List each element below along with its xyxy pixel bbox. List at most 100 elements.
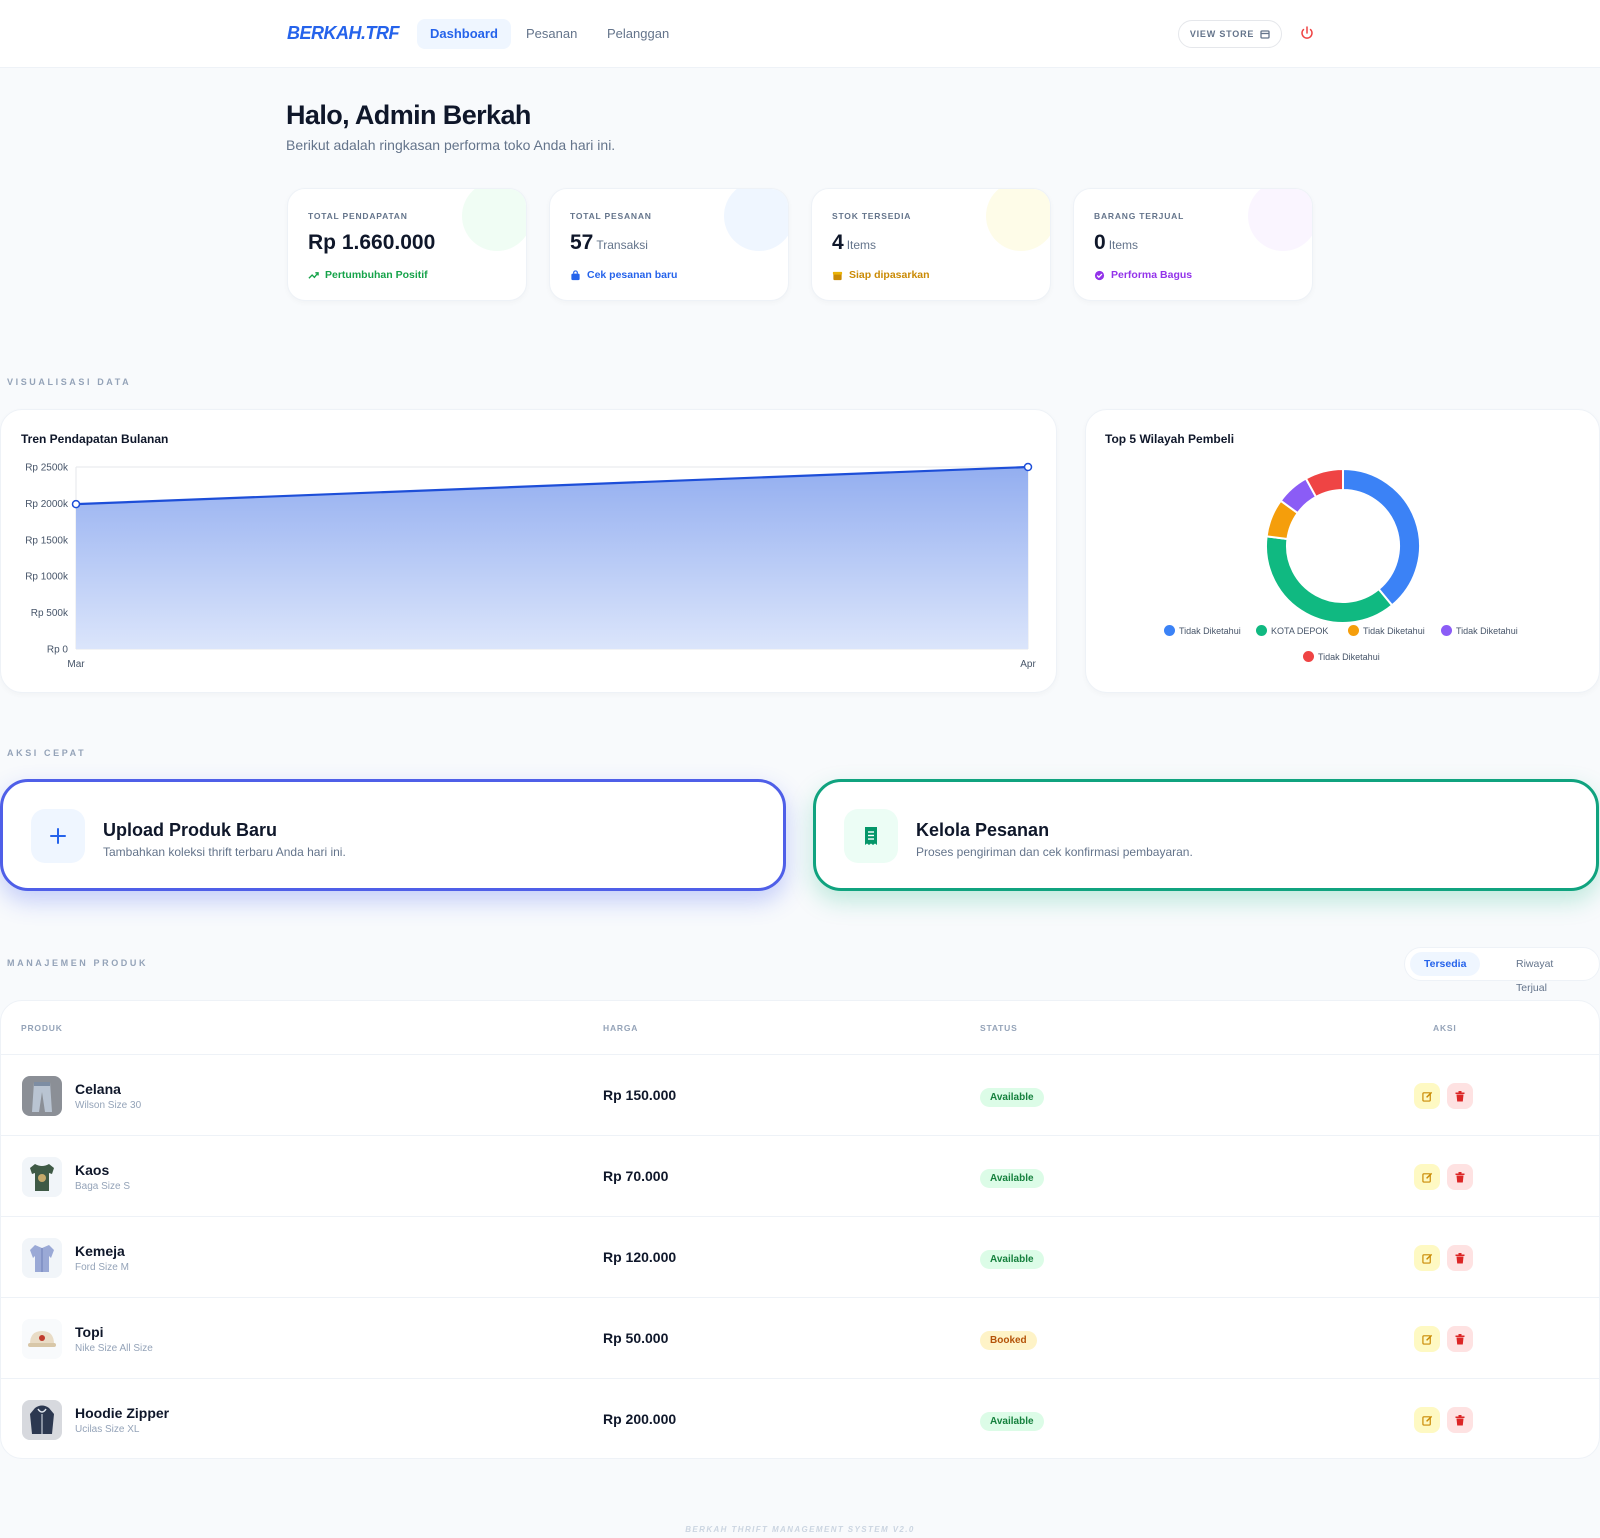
- product-description: Nike Size All Size: [75, 1343, 153, 1354]
- action-description: Tambahkan koleksi thrift terbaru Anda ha…: [103, 845, 346, 859]
- receipt-icon-wrap: [844, 809, 898, 863]
- delete-button[interactable]: [1447, 1083, 1473, 1109]
- table-row: Hoodie Zipper Ucilas Size XL Rp 200.000 Ava…: [1, 1379, 1599, 1458]
- stat-label: TOTAL PESANAN: [570, 211, 652, 221]
- decorative-blob: [1248, 189, 1312, 251]
- stat-value: Rp 1.660.000: [308, 231, 436, 254]
- product-thumbnail: [22, 1157, 62, 1197]
- revenue-area-chart: Rp 2500k Rp 2000k Rp 1500k Rp 1000k Rp 500k R…: [25, 462, 1036, 671]
- decorative-blob: [462, 189, 526, 251]
- stat-value: 4 Items: [832, 231, 877, 254]
- page-subtitle: Berikut adalah ringkasan performa toko A…: [286, 137, 616, 153]
- data-point[interactable]: [71, 499, 81, 509]
- trash-icon: [1455, 1414, 1465, 1425]
- status-badge: Available: [980, 1412, 1044, 1431]
- product-name: Celana: [75, 1081, 121, 1097]
- legend-swatch: [1348, 625, 1359, 636]
- product-description: Baga Size S: [75, 1181, 131, 1192]
- x-tick-label: Apr: [1020, 659, 1036, 670]
- edit-button[interactable]: [1414, 1326, 1440, 1352]
- edit-button[interactable]: [1414, 1407, 1440, 1433]
- x-tick-label: Mar: [67, 659, 85, 670]
- donut-slice[interactable]: [1342, 467, 1421, 607]
- manage-orders-card[interactable]: Kelola Pesanan Proses pengiriman dan cek…: [813, 779, 1599, 891]
- legend-item[interactable]: Tidak Diketahui: [1441, 625, 1518, 636]
- product-price: Rp 200.000: [603, 1411, 677, 1427]
- delete-button[interactable]: [1447, 1326, 1473, 1352]
- product-tab-switcher: Tersedia Riwayat Terjual: [1404, 947, 1600, 994]
- stat-card-revenue: TOTAL PENDAPATAN Rp 1.660.000 Pertumbuha…: [287, 188, 527, 301]
- check-circle-icon: [1094, 270, 1105, 280]
- legend-swatch: [1303, 651, 1314, 662]
- section-label-products: MANAJEMEN PRODUK: [7, 958, 149, 968]
- stat-label: BARANG TERJUAL: [1094, 211, 1185, 221]
- section-label-visualization: VISUALISASI DATA: [7, 377, 132, 387]
- view-store-button[interactable]: VIEW STORE: [1178, 20, 1282, 48]
- stat-footer: Pertumbuhan Positif: [308, 269, 428, 281]
- y-tick-label: Rp 0: [47, 645, 69, 656]
- y-tick-label: Rp 1000k: [25, 572, 69, 583]
- logout-power-icon[interactable]: [1298, 24, 1316, 42]
- status-badge: Available: [980, 1088, 1044, 1107]
- product-thumbnail: [22, 1319, 62, 1359]
- edit-icon: [1421, 1172, 1432, 1183]
- legend-label: Tidak Diketahui: [1318, 651, 1380, 662]
- product-thumbnail: [22, 1076, 62, 1116]
- table-row: Kemeja Ford Size M Rp 120.000 Available: [1, 1217, 1599, 1298]
- stat-label: STOK TERSEDIA: [832, 211, 912, 221]
- edit-button[interactable]: [1414, 1083, 1440, 1109]
- chart-title: Tren Pendapatan Bulanan: [21, 432, 169, 446]
- stat-value: 57 Transaksi: [570, 231, 648, 254]
- y-tick-label: Rp 2500k: [25, 463, 69, 474]
- product-price: Rp 150.000: [603, 1087, 677, 1103]
- tab-riwayat-terjual[interactable]: Riwayat Terjual: [1516, 958, 1554, 994]
- plus-icon-wrap: [31, 809, 85, 863]
- legend-label: Tidak Diketahui: [1179, 625, 1241, 636]
- legend-item[interactable]: Tidak Diketahui: [1348, 625, 1425, 636]
- nav-tab-pelanggan[interactable]: Pelanggan: [607, 26, 670, 41]
- status-badge: Available: [980, 1250, 1044, 1269]
- delete-button[interactable]: [1447, 1164, 1473, 1190]
- bag-icon: [571, 269, 580, 280]
- brand-logo[interactable]: BERKAH.TRF: [287, 23, 400, 43]
- nav-tab-pesanan[interactable]: Pesanan: [526, 26, 578, 41]
- footer-credit: BERKAH THRIFT MANAGEMENT SYSTEM V2.0: [685, 1525, 915, 1534]
- edit-button[interactable]: [1414, 1164, 1440, 1190]
- legend-swatch: [1164, 625, 1175, 636]
- nav-tab-dashboard[interactable]: Dashboard: [417, 19, 511, 49]
- donut-slice[interactable]: [1265, 535, 1394, 624]
- legend-label: KOTA DEPOK: [1271, 625, 1329, 636]
- edit-icon: [1421, 1334, 1432, 1345]
- legend-item[interactable]: Tidak Diketahui: [1164, 625, 1241, 636]
- product-description: Wilson Size 30: [75, 1100, 142, 1111]
- stat-footer: Siap dipasarkan: [832, 269, 930, 281]
- data-point[interactable]: [1023, 462, 1033, 472]
- box-icon: [832, 271, 843, 280]
- page-title: Halo, Admin Berkah: [286, 100, 531, 130]
- product-name: Kemeja: [75, 1243, 125, 1259]
- trash-icon: [1455, 1171, 1465, 1182]
- table-row: Kaos Baga Size S Rp 70.000 Available: [1, 1136, 1599, 1217]
- table-row: Topi Nike Size All Size Rp 50.000 Booked: [1, 1298, 1599, 1379]
- legend-item[interactable]: Tidak Diketahui: [1303, 651, 1380, 662]
- legend-item[interactable]: KOTA DEPOK: [1256, 625, 1328, 636]
- tab-tersedia[interactable]: Tersedia: [1410, 952, 1481, 976]
- stat-footer: Performa Bagus: [1094, 269, 1192, 281]
- legend-swatch: [1256, 625, 1267, 636]
- table-header: PRODUK HARGA STATUS AKSI: [1, 1001, 1599, 1055]
- area-fill: [76, 467, 1028, 649]
- receipt-icon: [865, 827, 877, 845]
- edit-button[interactable]: [1414, 1245, 1440, 1271]
- upload-product-card[interactable]: Upload Produk Baru Tambahkan koleksi thr…: [0, 779, 786, 891]
- donut-slice[interactable]: [1304, 467, 1344, 499]
- revenue-chart-card: Tren Pendapatan Bulanan Rp 2500k Rp 2000k…: [0, 409, 1057, 693]
- region-chart-card: Top 5 Wilayah Pembeli Tidak Diketahui KOT…: [1085, 409, 1600, 693]
- delete-button[interactable]: [1447, 1245, 1473, 1271]
- decorative-blob: [986, 189, 1050, 251]
- status-badge: Available: [980, 1169, 1044, 1188]
- stat-label: TOTAL PENDAPATAN: [308, 211, 408, 221]
- delete-button[interactable]: [1447, 1407, 1473, 1433]
- column-header-harga: HARGA: [603, 1023, 639, 1033]
- stat-card-orders: TOTAL PESANAN 57 Transaksi Cek pesanan ba…: [549, 188, 789, 301]
- stat-footer[interactable]: Cek pesanan baru: [570, 269, 677, 281]
